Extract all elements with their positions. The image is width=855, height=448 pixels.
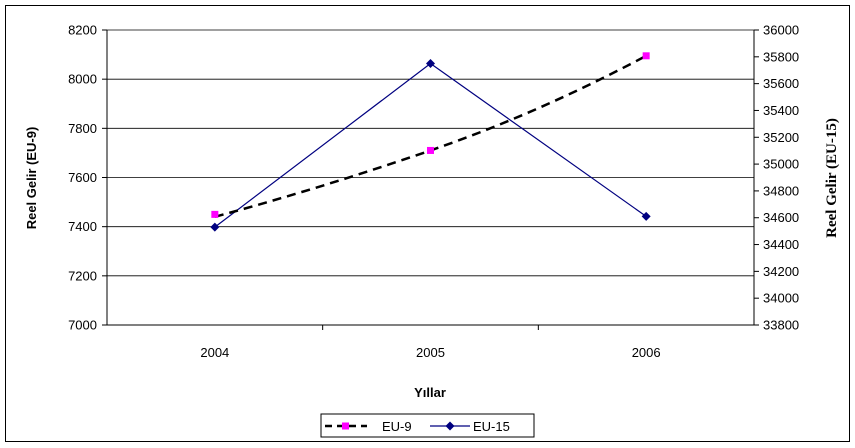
gridlines	[107, 29, 754, 326]
legend-item-eu9: EU-9	[325, 419, 412, 434]
legend-swatch-eu9-marker	[342, 422, 349, 430]
chart-frame	[5, 5, 850, 442]
x-axis-title: Yıllar	[414, 385, 446, 400]
legend: EU-9 EU-15	[320, 413, 535, 438]
right-tick-label: 34400	[763, 237, 799, 252]
left-tick-label: 7400	[68, 219, 97, 234]
left-tick-label: 7000	[68, 318, 97, 333]
right-tick-label: 35800	[763, 49, 799, 64]
right-tick-label: 33800	[763, 318, 799, 333]
left-axis-title: Reel Gelir (EU-9)	[24, 127, 39, 230]
right-tick-label: 34800	[763, 183, 799, 198]
left-tick-label: 7800	[68, 121, 97, 136]
right-tick-label: 34000	[763, 291, 799, 306]
point-eu15	[210, 222, 220, 232]
series-layer	[210, 52, 651, 232]
left-axis-ticks: 7000 7200 7400 7600 7800 8000 8200	[68, 23, 107, 333]
point-eu9	[211, 210, 219, 218]
legend-swatch-eu15-marker	[445, 421, 455, 431]
x-axis-ticks: 2004 2005 2006	[200, 325, 661, 360]
x-tick-label: 2005	[416, 345, 445, 360]
right-axis-title: Reel Gelir (EU-15)	[824, 118, 840, 238]
point-eu15	[641, 211, 651, 221]
series-line-eu9	[214, 54, 647, 219]
right-axis-ticks: 33800 34000 34200 34400 34600 34800 35000 35200…	[754, 23, 799, 333]
right-tick-label: 34600	[763, 210, 799, 225]
left-tick-label: 8200	[68, 23, 97, 38]
legend-label-eu9: EU-9	[382, 419, 412, 434]
point-eu9	[642, 52, 650, 60]
right-tick-label: 36000	[763, 23, 799, 38]
point-eu9	[427, 146, 434, 154]
right-tick-label: 35200	[763, 130, 799, 145]
legend-label-eu15: EU-15	[473, 419, 510, 434]
right-tick-label: 34200	[763, 264, 799, 279]
legend-box	[320, 413, 535, 438]
right-tick-label: 35400	[763, 103, 799, 118]
x-tick-label: 2006	[632, 345, 661, 360]
x-tick-label: 2004	[200, 345, 229, 360]
series-line-eu15	[214, 62, 647, 228]
right-tick-label: 35000	[763, 157, 799, 172]
legend-item-eu15: EU-15	[430, 419, 510, 434]
left-tick-label: 8000	[68, 72, 97, 87]
left-tick-label: 7600	[68, 170, 97, 185]
left-tick-label: 7200	[68, 268, 97, 283]
point-eu15	[426, 59, 435, 69]
right-tick-label: 35600	[763, 76, 799, 91]
